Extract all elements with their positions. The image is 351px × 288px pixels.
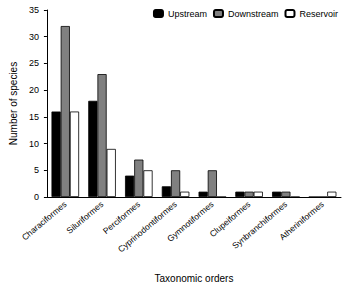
- svg-text:Reservoir: Reservoir: [299, 9, 338, 19]
- svg-text:Perciformes: Perciformes: [100, 199, 142, 236]
- svg-text:Synbranchiformes: Synbranchiformes: [230, 199, 289, 251]
- svg-text:0: 0: [34, 192, 39, 202]
- svg-text:15: 15: [29, 112, 39, 122]
- svg-text:Taxonomic orders: Taxonomic orders: [154, 273, 233, 284]
- svg-text:Downstream: Downstream: [228, 9, 279, 19]
- svg-text:Clupeiformes: Clupeiformes: [207, 199, 253, 239]
- svg-text:Siluriformes: Siluriformes: [64, 199, 105, 236]
- svg-text:10: 10: [29, 139, 39, 149]
- svg-text:20: 20: [29, 85, 39, 95]
- svg-text:Number of species: Number of species: [8, 62, 19, 145]
- svg-text:30: 30: [29, 32, 39, 42]
- svg-text:Characiformes: Characiformes: [20, 199, 69, 242]
- svg-text:Gymnotiformes: Gymnotiformes: [165, 199, 216, 244]
- svg-text:Atheriniformes: Atheriniformes: [277, 199, 325, 242]
- svg-text:Cyprinodontiformes: Cyprinodontiformes: [116, 199, 179, 254]
- svg-text:Upstream: Upstream: [168, 9, 207, 19]
- svg-text:35: 35: [29, 5, 39, 15]
- svg-text:5: 5: [34, 165, 39, 175]
- svg-text:25: 25: [29, 58, 39, 68]
